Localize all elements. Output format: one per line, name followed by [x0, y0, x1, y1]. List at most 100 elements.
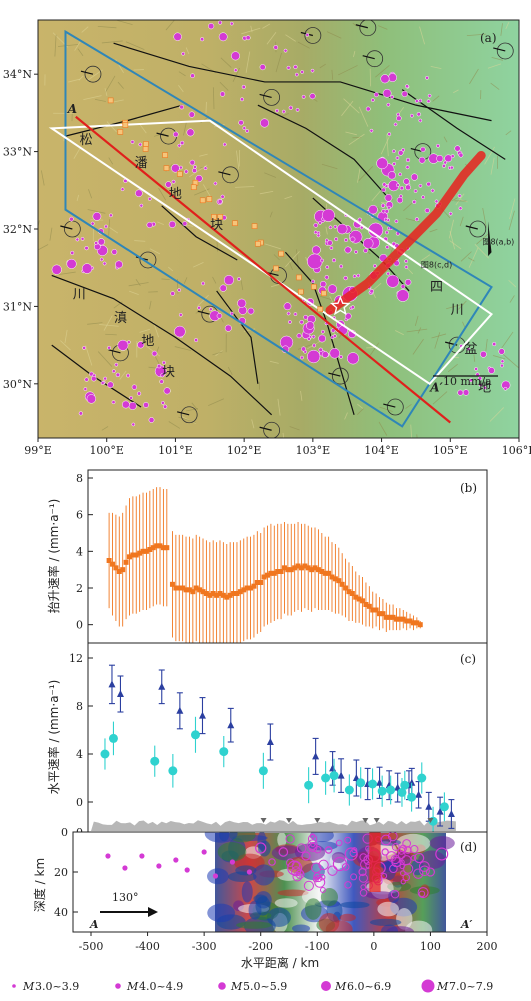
- uplift-point: [377, 611, 383, 617]
- gps-velocity-arrow: [197, 310, 210, 315]
- depth-earthquake: [400, 870, 406, 876]
- legend-marker: [218, 982, 226, 990]
- depth-earthquake: [380, 872, 388, 880]
- earthquake-marker: [160, 373, 165, 378]
- depth-earthquake: [350, 873, 358, 881]
- earthquake-marker: [165, 181, 172, 188]
- relief-stroke: [476, 233, 489, 245]
- earthquake-marker: [380, 203, 386, 208]
- earthquake-marker: [316, 233, 321, 238]
- relief-stroke: [197, 294, 209, 307]
- map-y-tick-label: 30°N: [3, 378, 32, 391]
- earthquake-marker: [352, 274, 357, 279]
- earthquake-marker: [478, 383, 483, 387]
- earthquake-marker: [357, 217, 362, 222]
- gps-error-ellipse: [304, 27, 322, 44]
- uplift-y-label: 抬升速率 / (mm·a⁻¹): [46, 499, 61, 614]
- gps-velocity-arrow: [156, 132, 169, 137]
- relief-stroke: [87, 209, 106, 214]
- horizontal-y-tick-label: 8: [76, 700, 83, 713]
- depth-earthquake: [344, 847, 358, 861]
- depth-earthquake: [310, 842, 316, 848]
- tomography-texture: [204, 832, 455, 932]
- earthquake-marker: [387, 171, 396, 180]
- depth-earthquake: [390, 890, 400, 899]
- velocity-triangle: [158, 682, 166, 690]
- earthquake-marker: [128, 401, 137, 411]
- relief-stroke: [85, 345, 93, 366]
- uplift-point: [288, 567, 294, 573]
- uplift-point: [130, 552, 136, 558]
- velocity-triangle: [266, 738, 274, 745]
- earthquake-marker: [363, 248, 368, 254]
- earthquake-marker: [398, 150, 404, 156]
- velocity-circle: [108, 733, 118, 743]
- earthquake-marker: [111, 369, 116, 374]
- uplift-y-axis: 0 2 4 6 8: [76, 472, 93, 632]
- relief-stroke: [60, 340, 71, 351]
- azimuth-label: 130°: [112, 891, 139, 904]
- depth-earthquake: [435, 847, 449, 861]
- velocity-circle: [386, 785, 396, 795]
- depth-x-tick-label: 200: [477, 940, 498, 953]
- uplift-point: [186, 587, 192, 593]
- uplift-point: [339, 581, 345, 587]
- relief-stroke: [386, 134, 389, 157]
- earthquake-marker: [457, 193, 462, 198]
- velocity-circle: [400, 780, 410, 790]
- region-label: 川: [73, 288, 86, 303]
- earthquake-marker: [405, 157, 411, 163]
- velocity-circle: [368, 779, 378, 789]
- profile-end-label: A′: [460, 918, 473, 931]
- depth-earthquake: [122, 865, 128, 871]
- earthquake-marker: [424, 208, 430, 214]
- earthquake-marker: [500, 363, 504, 368]
- uplift-point: [180, 585, 186, 591]
- earthquake-marker: [324, 238, 329, 243]
- earthquake-marker: [385, 245, 390, 250]
- earthquake-marker: [405, 184, 411, 191]
- earthquake-marker: [329, 348, 340, 359]
- depth-earthquake: [291, 866, 302, 877]
- earthquake-marker: [426, 181, 431, 187]
- relief-stroke: [321, 163, 338, 170]
- depth-earthquake: [307, 839, 318, 850]
- gps-velocity-arrow: [328, 372, 341, 377]
- uplift-point: [147, 547, 153, 552]
- gps-velocity-arrow: [108, 349, 121, 354]
- relief-stroke: [331, 69, 334, 80]
- relief-stroke: [474, 244, 489, 259]
- velocity-triangle: [415, 790, 423, 798]
- leveling-point: [107, 97, 114, 104]
- earthquake-marker: [300, 355, 304, 360]
- earthquake-marker: [425, 75, 429, 80]
- earthquake-marker: [295, 107, 300, 112]
- relief-stroke: [259, 190, 274, 195]
- earthquake-marker: [104, 224, 108, 229]
- uplift-point: [150, 545, 156, 551]
- relief-stroke: [432, 391, 448, 405]
- relief-stroke: [240, 280, 244, 291]
- earthquake-marker: [151, 350, 158, 357]
- depth-earthquake: [390, 854, 401, 865]
- relief-stroke: [300, 390, 303, 401]
- azimuth-arrowhead: [148, 907, 158, 917]
- earthquake-marker: [135, 189, 143, 198]
- uplift-y-tick-label: 2: [76, 582, 83, 595]
- uplift-point: [157, 543, 163, 549]
- relief-stroke: [194, 188, 210, 196]
- relief-stroke: [326, 31, 342, 39]
- horizontal-series: [100, 664, 455, 836]
- earthquake-marker: [237, 277, 241, 281]
- earthquake-marker: [131, 384, 138, 390]
- velocity-triangle: [425, 802, 433, 810]
- relief-stroke: [414, 315, 419, 327]
- earthquake-marker: [299, 12, 302, 15]
- earthquake-marker: [241, 84, 246, 90]
- earthquake-marker: [368, 204, 378, 215]
- horizontal-y-tick-label: 12: [69, 652, 83, 665]
- relief-stroke: [466, 33, 487, 37]
- earthquake-marker: [283, 302, 292, 311]
- uplift-point: [417, 622, 423, 628]
- depth-earthquake: [201, 849, 207, 855]
